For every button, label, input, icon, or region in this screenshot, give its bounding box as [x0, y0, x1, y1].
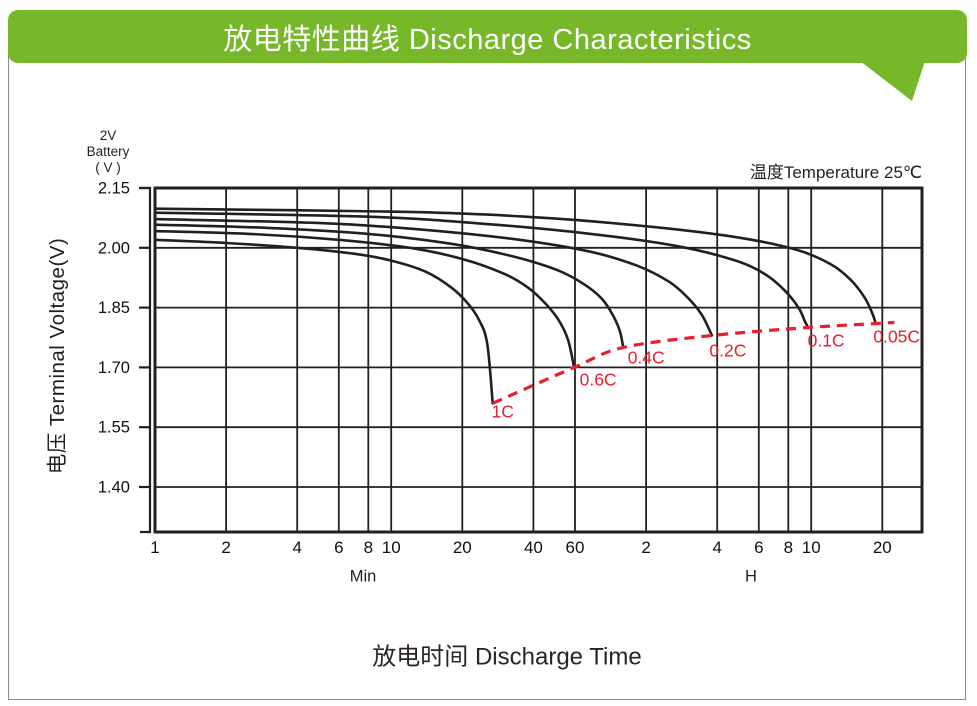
x-tick-label: 8	[364, 538, 373, 557]
rate-label-0.05C: 0.05C	[873, 327, 920, 347]
title-banner: 放电特性曲线 Discharge Characteristics	[8, 10, 967, 63]
x-tick-label: 2	[221, 538, 230, 557]
curve-0.1C	[153, 211, 810, 329]
curve-1C	[153, 238, 494, 405]
page-border	[8, 40, 966, 700]
curve-0.2C	[153, 217, 714, 337]
x-tick-label: 2	[641, 538, 650, 557]
cutoff-dashed-line	[492, 320, 895, 405]
x-tick-label: 10	[382, 538, 401, 557]
x-tick-label: 10	[802, 538, 821, 557]
y-tick-label: 1.55	[98, 419, 130, 437]
battery-type-line1: 2V	[99, 128, 117, 143]
x-tick-label: 6	[334, 538, 343, 557]
y-tick-label: 2.00	[98, 239, 130, 257]
x-tick-label: 20	[453, 538, 472, 557]
x-tick-label: 4	[712, 538, 721, 557]
curve-0.05C	[153, 207, 877, 325]
rate-label-0.6C: 0.6C	[580, 369, 617, 389]
plot-box	[153, 186, 924, 534]
x-tick-label: 20	[873, 538, 892, 557]
page-title: 放电特性曲线 Discharge Characteristics	[223, 23, 752, 56]
battery-type-line2: Battery	[86, 144, 130, 159]
battery-type-label: 2V Battery ( V )	[68, 128, 148, 176]
rate-label-0.4C: 0.4C	[628, 348, 665, 368]
x-tick-label: 60	[566, 538, 585, 557]
y-tick-label: 1.40	[98, 479, 130, 497]
x-axis-title: 放电时间 Discharge Time	[372, 643, 642, 671]
rate-label-0.2C: 0.2C	[709, 341, 746, 361]
y-axis-ruler	[140, 186, 152, 534]
rate-label-1C: 1C	[492, 401, 514, 421]
y-axis-title: 电压 Terminal Voltage(V)	[46, 237, 69, 475]
rate-label-0.1C: 0.1C	[808, 331, 845, 351]
x-tick-label: 1	[150, 538, 159, 557]
y-tick-label: 2.15	[98, 180, 130, 198]
minutes-range-label: Min	[349, 567, 377, 586]
curve-0.6C	[153, 229, 576, 369]
x-tick-label: 6	[754, 538, 763, 557]
temperature-label: 温度Temperature 25℃	[749, 163, 922, 182]
y-tick-label: 1.70	[98, 359, 130, 377]
battery-type-line3: ( V )	[95, 160, 121, 175]
hours-range-label: H	[745, 567, 757, 586]
x-tick-label: 8	[784, 538, 793, 557]
y-tick-label: 1.85	[98, 299, 130, 317]
banner-tail-icon	[860, 61, 925, 101]
curve-0.4C	[153, 223, 625, 349]
x-tick-label: 4	[292, 538, 301, 557]
x-tick-label: 40	[524, 538, 543, 557]
